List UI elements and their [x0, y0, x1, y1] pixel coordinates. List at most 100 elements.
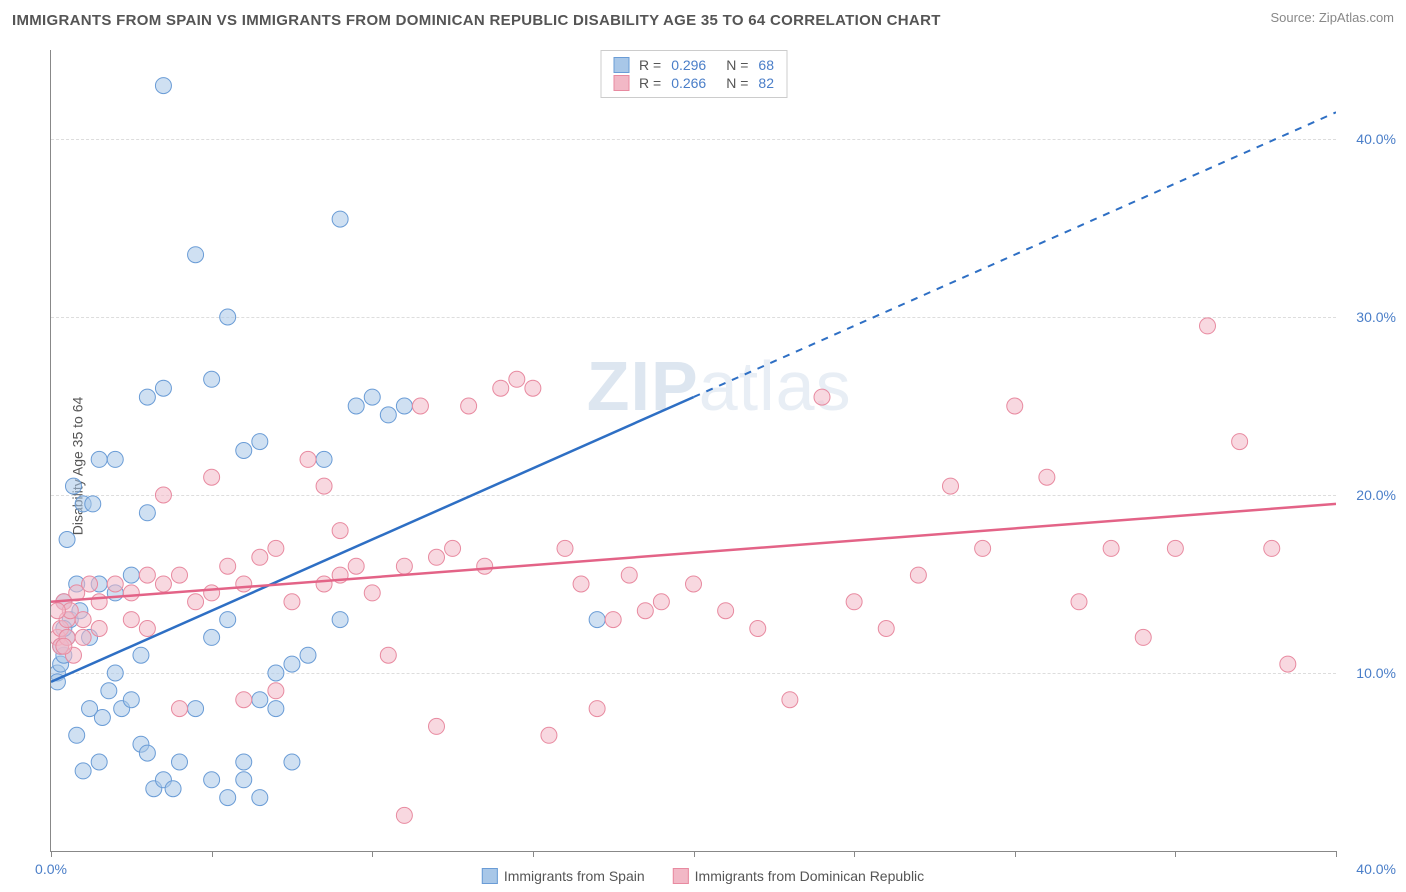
- data-point: [1200, 318, 1216, 334]
- data-point: [493, 380, 509, 396]
- data-point: [204, 469, 220, 485]
- stat-r-label: R =: [639, 75, 661, 91]
- data-point: [91, 754, 107, 770]
- data-point: [236, 576, 252, 592]
- data-point: [300, 451, 316, 467]
- data-point: [284, 594, 300, 610]
- data-point: [1264, 540, 1280, 556]
- stat-r-value: 0.296: [671, 57, 706, 73]
- data-point: [165, 781, 181, 797]
- data-point: [91, 451, 107, 467]
- data-point: [1039, 469, 1055, 485]
- trend-line-extrapolated: [694, 112, 1337, 397]
- x-tick: [212, 851, 213, 857]
- stat-n-value: 68: [758, 57, 774, 73]
- data-point: [123, 692, 139, 708]
- data-point: [188, 594, 204, 610]
- data-point: [637, 603, 653, 619]
- data-point: [188, 247, 204, 263]
- data-point: [101, 683, 117, 699]
- data-point: [943, 478, 959, 494]
- x-tick: [51, 851, 52, 857]
- chart-container: Disability Age 35 to 64 ZIPatlas R =0.29…: [0, 40, 1406, 892]
- data-point: [155, 487, 171, 503]
- data-point: [155, 380, 171, 396]
- data-point: [220, 612, 236, 628]
- data-point: [268, 540, 284, 556]
- data-point: [477, 558, 493, 574]
- data-point: [1103, 540, 1119, 556]
- data-point: [396, 807, 412, 823]
- data-point: [69, 727, 85, 743]
- data-point: [268, 683, 284, 699]
- data-point: [284, 656, 300, 672]
- x-tick: [372, 851, 373, 857]
- data-point: [332, 612, 348, 628]
- data-point: [123, 567, 139, 583]
- data-point: [316, 576, 332, 592]
- data-point: [236, 772, 252, 788]
- stat-n-value: 82: [758, 75, 774, 91]
- data-point: [172, 754, 188, 770]
- data-point: [1232, 434, 1248, 450]
- data-point: [204, 772, 220, 788]
- x-tick-max: 40.0%: [1341, 861, 1396, 877]
- data-point: [782, 692, 798, 708]
- data-point: [236, 443, 252, 459]
- x-tick: [694, 851, 695, 857]
- data-point: [621, 567, 637, 583]
- data-point: [1167, 540, 1183, 556]
- stat-r-value: 0.266: [671, 75, 706, 91]
- data-point: [846, 594, 862, 610]
- data-point: [220, 309, 236, 325]
- x-tick: [1015, 851, 1016, 857]
- data-point: [204, 629, 220, 645]
- data-point: [188, 701, 204, 717]
- x-tick: [533, 851, 534, 857]
- data-point: [107, 576, 123, 592]
- data-point: [91, 594, 107, 610]
- data-point: [123, 612, 139, 628]
- scatter-svg: [51, 50, 1336, 851]
- data-point: [220, 790, 236, 806]
- data-point: [557, 540, 573, 556]
- data-point: [252, 692, 268, 708]
- data-point: [589, 701, 605, 717]
- data-point: [268, 701, 284, 717]
- data-point: [814, 389, 830, 405]
- data-point: [878, 621, 894, 637]
- data-point: [429, 549, 445, 565]
- data-point: [107, 665, 123, 681]
- data-point: [252, 790, 268, 806]
- data-point: [123, 585, 139, 601]
- data-point: [56, 638, 72, 654]
- legend-swatch: [673, 868, 689, 884]
- data-point: [133, 647, 149, 663]
- x-tick: [1336, 851, 1337, 857]
- data-point: [220, 558, 236, 574]
- data-point: [59, 532, 75, 548]
- legend-item: Immigrants from Dominican Republic: [673, 868, 925, 884]
- data-point: [589, 612, 605, 628]
- data-point: [429, 718, 445, 734]
- x-tick: [1175, 851, 1176, 857]
- stat-n-label: N =: [726, 75, 748, 91]
- data-point: [412, 398, 428, 414]
- data-point: [750, 621, 766, 637]
- data-point: [461, 398, 477, 414]
- data-point: [139, 567, 155, 583]
- data-point: [316, 478, 332, 494]
- data-point: [1071, 594, 1087, 610]
- data-point: [364, 585, 380, 601]
- data-point: [1280, 656, 1296, 672]
- data-point: [139, 621, 155, 637]
- stat-r-label: R =: [639, 57, 661, 73]
- data-point: [252, 434, 268, 450]
- plot-area: ZIPatlas R =0.296N =68R =0.266N =82 0.0%…: [50, 50, 1336, 852]
- stats-legend-box: R =0.296N =68R =0.266N =82: [600, 50, 787, 98]
- data-point: [155, 576, 171, 592]
- legend-bottom: Immigrants from SpainImmigrants from Dom…: [482, 868, 924, 884]
- data-point: [525, 380, 541, 396]
- data-point: [252, 549, 268, 565]
- data-point: [975, 540, 991, 556]
